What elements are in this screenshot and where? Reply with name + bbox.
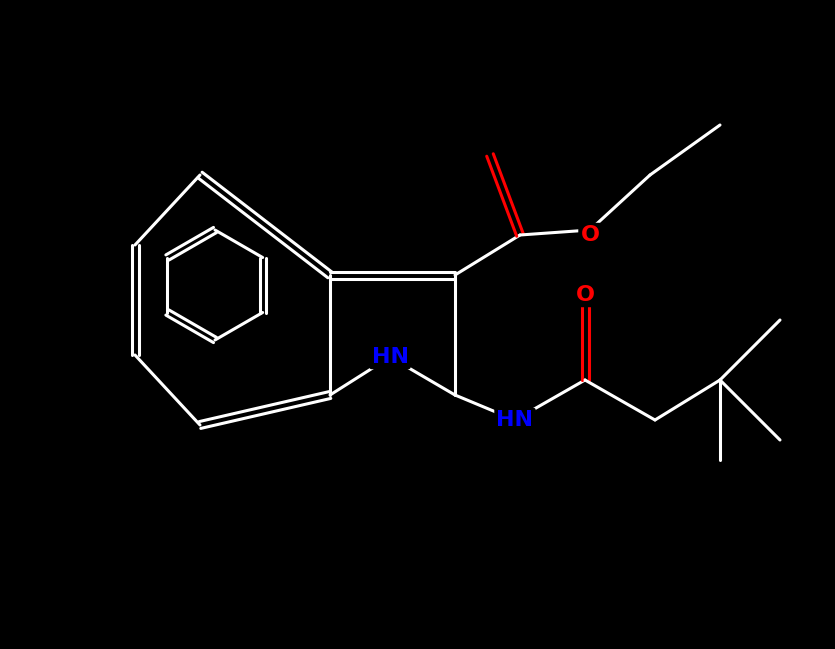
Text: HN: HN: [497, 410, 534, 430]
Text: O: O: [580, 225, 600, 245]
Text: HN: HN: [372, 347, 408, 367]
Text: O: O: [575, 285, 595, 305]
